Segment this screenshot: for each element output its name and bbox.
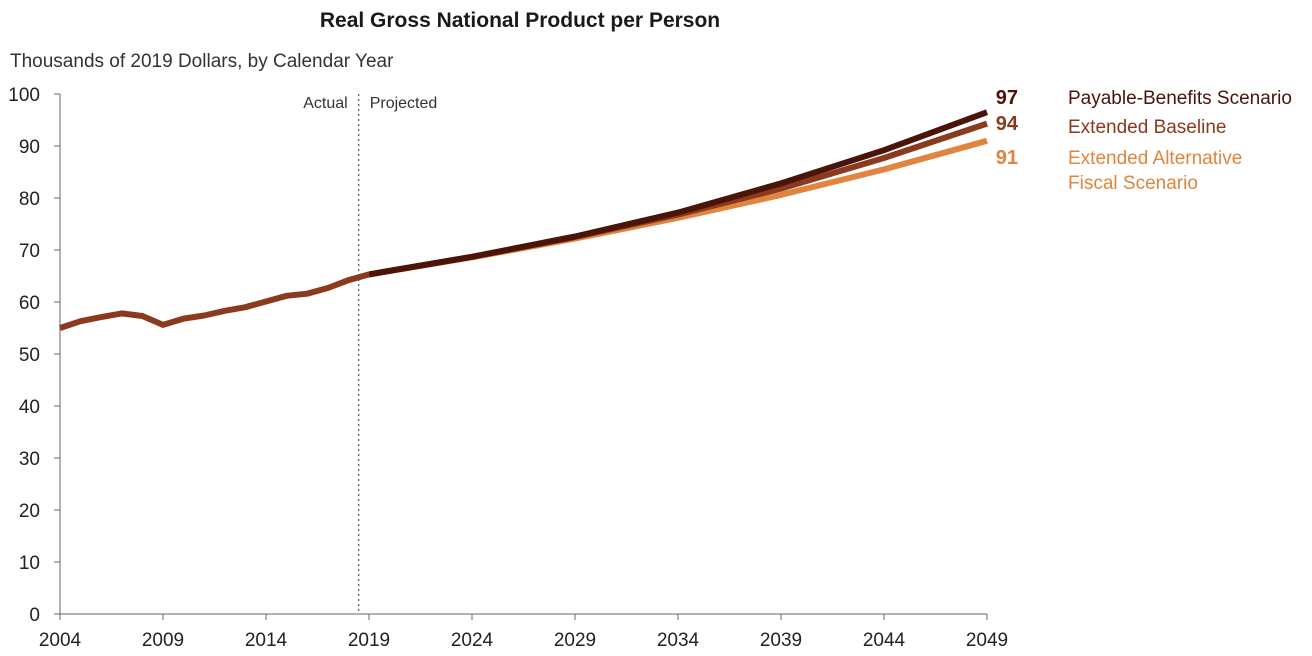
legend-entry: Extended Baseline [1068,117,1226,138]
legend-entry-line: Extended Alternative [1068,148,1242,169]
y-tick-label: 60 [19,293,40,314]
series-line-historical [59,271,370,331]
x-tick-label: 2034 [657,630,700,651]
legend: 97 Payable-Benefits Scenario 94 Extended Ba… [996,87,1292,194]
x-tick-label: 2024 [451,630,494,651]
x-tick-label: 2029 [554,630,596,651]
x-tick-label: 2044 [863,630,906,651]
end-value-label: 97 [996,87,1018,109]
x-tick-label: 2039 [760,630,802,651]
series-line-payable-benefits-scenario [368,109,989,278]
axes: 0 10 20 30 40 50 60 70 80 90 100 2004 2009 2014 2019 20… [8,85,1008,651]
y-tick-label: 80 [19,189,40,210]
x-tick-label: 2014 [245,630,288,651]
y-tick-label: 50 [19,345,40,366]
series-line-extended-alternative-fiscal-scenario [368,137,988,278]
legend-entry-line: Fiscal Scenario [1068,173,1198,194]
chart-title: Real Gross National Product per Person [320,9,720,32]
actual-projected-divider: Actual Projected [303,94,437,614]
series-lines [59,109,989,331]
y-tick-label: 70 [19,241,40,262]
y-tick-label: 100 [8,85,40,106]
x-tick-label: 2049 [966,630,1008,651]
x-tick-label: 2004 [39,630,82,651]
y-tick-label: 30 [19,449,40,470]
projected-label: Projected [370,95,438,112]
end-value-label: 91 [996,147,1018,169]
y-tick-label: 10 [19,553,40,574]
x-tick-label: 2009 [142,630,184,651]
y-tick-label: 20 [19,501,40,522]
legend-entry: Payable-Benefits Scenario [1068,88,1292,109]
x-tick-label: 2019 [348,630,390,651]
actual-label: Actual [303,95,347,112]
y-tick-label: 90 [19,137,40,158]
y-tick-label: 40 [19,397,40,418]
chart-subtitle: Thousands of 2019 Dollars, by Calendar Y… [10,51,394,72]
y-tick-label: 0 [29,605,40,626]
end-value-label: 94 [996,113,1019,135]
